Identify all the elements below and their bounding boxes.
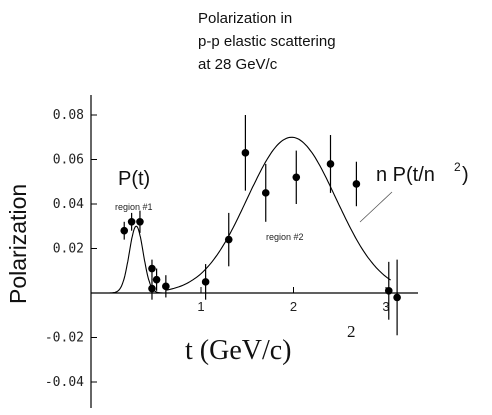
fit-curve-1 xyxy=(108,225,166,294)
y-tick-label: -0.02 xyxy=(45,331,84,346)
data-point xyxy=(201,278,210,286)
y-axis-label: Polarization xyxy=(5,184,31,304)
data-point xyxy=(241,149,250,157)
y-tick-label: 0.02 xyxy=(53,242,84,257)
data-point-group xyxy=(352,161,361,207)
data-point xyxy=(127,218,136,226)
data-point-group xyxy=(148,277,156,300)
data-point-group xyxy=(384,261,393,320)
annotation-n-p-t-suffix: ) xyxy=(462,164,469,186)
title-line-3: at 28 GeV/c xyxy=(198,56,278,73)
y-tick-label: -0.04 xyxy=(45,375,84,390)
y-ticks: 0.08 0.06 0.04 0.02 -0.02 -0.04 xyxy=(45,108,97,390)
data-point-group xyxy=(120,221,129,240)
annotation-region-2: region #2 xyxy=(266,232,304,242)
data-point xyxy=(152,275,161,284)
title-line-2: p-p elastic scattering xyxy=(198,33,336,50)
x-tick-label: 1 xyxy=(197,299,204,314)
data-point xyxy=(120,226,129,235)
data-point-group xyxy=(241,115,250,191)
data-point xyxy=(326,160,335,168)
data-point-group xyxy=(292,150,301,204)
fit-curve-2 xyxy=(165,136,391,291)
fit-curves xyxy=(108,136,391,294)
data-point xyxy=(224,235,233,244)
annotation-region-1: region #1 xyxy=(115,202,153,212)
data-point xyxy=(162,282,170,291)
annotation-pointer-line xyxy=(359,191,393,223)
data-point-group xyxy=(201,264,210,300)
x-axis-label-text: t (GeV/c) xyxy=(185,335,292,366)
annotation-n-p-t-prefix: n P(t/n xyxy=(376,164,435,186)
x-tick-label: 3 xyxy=(382,299,389,314)
data-point xyxy=(384,286,393,295)
data-point-group xyxy=(127,212,136,231)
data-point-group xyxy=(152,268,161,291)
data-point-group xyxy=(224,212,233,267)
x-axis-label-exponent: 2 xyxy=(347,322,356,341)
data-point-group xyxy=(136,210,144,233)
annotation-p-t: P(t) xyxy=(118,168,150,190)
y-tick-label: 0.08 xyxy=(53,108,84,123)
data-point xyxy=(148,264,156,273)
x-tick-label: 2 xyxy=(290,299,297,314)
data-point xyxy=(261,189,270,197)
data-point xyxy=(148,284,156,293)
data-point xyxy=(292,173,301,182)
data-point xyxy=(136,218,144,226)
data-points xyxy=(120,115,401,336)
annotation-n-p-t-over-n2: n P(t/n 2 ) xyxy=(376,160,469,186)
title-line-1: Polarization in xyxy=(198,10,292,27)
x-ticks: 1 2 3 xyxy=(197,287,390,314)
y-tick-label: 0.04 xyxy=(53,197,84,212)
x-axis-label: t (GeV/c) 2 xyxy=(185,322,356,366)
y-tick-label: 0.06 xyxy=(53,153,84,168)
data-point xyxy=(352,180,361,188)
data-point-group xyxy=(261,163,270,222)
data-point-group xyxy=(162,275,170,298)
data-point-group xyxy=(148,259,156,278)
data-point xyxy=(393,293,401,302)
annotation-n-p-t-exponent: 2 xyxy=(454,160,461,174)
data-point-group xyxy=(326,135,335,193)
chart-title: Polarization in p-p elastic scattering a… xyxy=(198,10,336,73)
data-point-group xyxy=(393,259,401,336)
